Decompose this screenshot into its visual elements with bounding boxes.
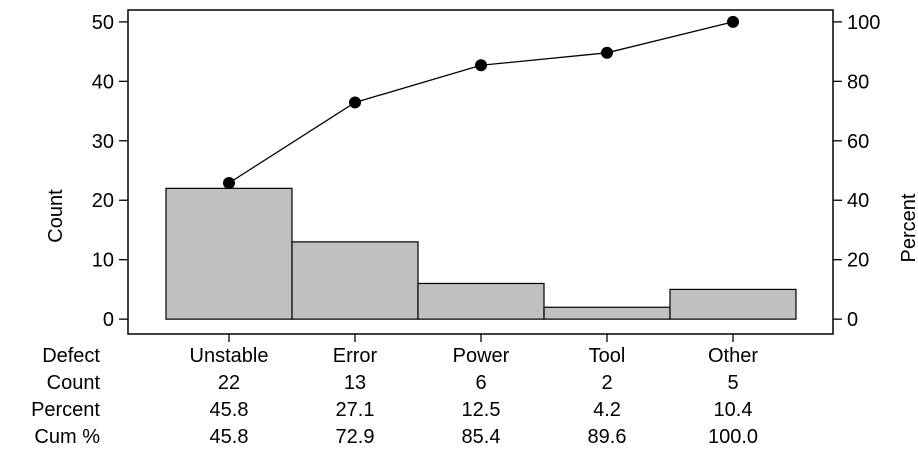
table-cell: 89.6	[588, 426, 627, 448]
left-tick-label-0: 0	[103, 309, 114, 331]
left-tick-label-40: 40	[92, 71, 114, 93]
table-cell: 4.2	[593, 399, 621, 421]
x-axis-ticks	[228, 334, 734, 342]
table-cell: 22	[218, 372, 240, 394]
left-tick-label-10: 10	[92, 250, 114, 272]
left-axis: 0 10 20 30 40 50	[92, 12, 128, 331]
cum-point-error	[349, 96, 361, 109]
category-label-error: Error	[333, 345, 378, 367]
table-row-label-3: Cum %	[34, 426, 100, 448]
right-tick-label-40: 40	[847, 190, 869, 212]
table-cell: 72.9	[336, 426, 375, 448]
y2-axis-label: Percent	[898, 193, 918, 262]
table-cell: 10.4	[714, 399, 753, 421]
category-label-other: Other	[708, 345, 758, 367]
category-label-power: Power	[453, 345, 510, 367]
bar-other	[669, 288, 797, 320]
right-axis: 0 20 40 60 80 100	[833, 12, 880, 331]
cum-point-tool	[601, 46, 613, 59]
table-cell: 100.0	[708, 426, 758, 448]
category-label-unstable: Unstable	[190, 345, 269, 367]
cum-point-other	[727, 15, 739, 28]
cumulative-line-layer	[223, 15, 739, 189]
bars-layer	[165, 187, 797, 320]
left-tick-label-30: 30	[92, 131, 114, 153]
right-tick-label-80: 80	[847, 71, 869, 93]
right-tick-label-0: 0	[847, 309, 858, 331]
table-cell: 45.8	[210, 399, 249, 421]
right-tick-label-20: 20	[847, 250, 869, 272]
table-cell: 2	[601, 372, 612, 394]
y-axis-label: Count	[45, 189, 67, 243]
table-cell: 85.4	[462, 426, 501, 448]
left-tick-label-50: 50	[92, 12, 114, 34]
bar-unstable	[165, 187, 293, 320]
cumulative-line	[228, 21, 734, 184]
cum-point-power	[475, 59, 487, 72]
bar-error	[291, 241, 419, 320]
table-header-label: Defect	[42, 345, 100, 367]
right-tick-label-60: 60	[847, 131, 869, 153]
right-tick-label-100: 100	[847, 12, 880, 34]
table-row-label-1: Count	[47, 372, 101, 394]
category-label-tool: Tool	[589, 345, 626, 367]
table-cell: 13	[344, 372, 366, 394]
bar-tool	[543, 306, 671, 320]
bar-power	[417, 282, 545, 320]
table-cell: 45.8	[210, 426, 249, 448]
table-cell: 5	[727, 372, 738, 394]
cum-point-unstable	[223, 176, 235, 189]
table-cell: 6	[475, 372, 486, 394]
left-tick-label-20: 20	[92, 190, 114, 212]
table-row-label-2: Percent	[31, 399, 100, 421]
table-cell: 12.5	[462, 399, 501, 421]
table-cell: 27.1	[336, 399, 375, 421]
